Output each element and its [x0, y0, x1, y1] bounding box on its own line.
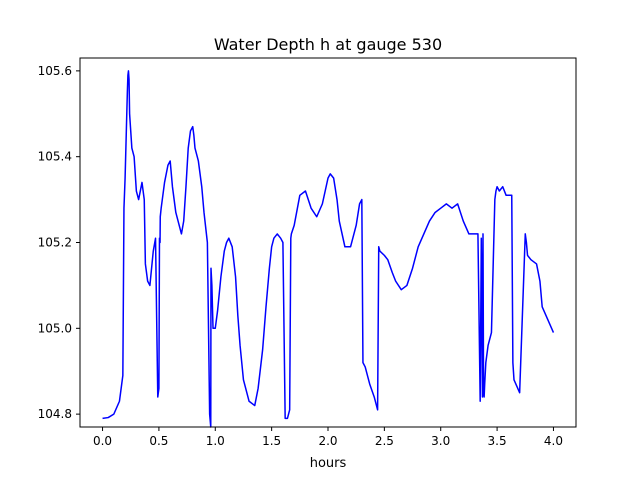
x-axis-label: hours — [310, 456, 347, 471]
x-tick-label: 1.0 — [206, 434, 225, 448]
y-axis: 104.8 105.0 105.2 105.4 105.6 — [38, 64, 80, 421]
series-line — [102, 70, 555, 428]
x-tick-label: 3.5 — [488, 434, 507, 448]
chart-title: Water Depth h at gauge 530 — [214, 35, 442, 54]
y-tick-label: 104.8 — [38, 407, 72, 421]
x-tick-label: 4.0 — [544, 434, 563, 448]
y-tick-label: 105.6 — [38, 64, 72, 78]
x-tick-label: 3.0 — [431, 434, 450, 448]
x-axis: 0.0 0.5 1.0 1.5 2.0 2.5 3.0 3.5 4.0 — [93, 427, 563, 448]
y-tick-label: 105.2 — [38, 236, 72, 250]
x-tick-label: 0.5 — [149, 434, 168, 448]
x-tick-label: 2.5 — [375, 434, 394, 448]
y-tick-label: 105.4 — [38, 150, 72, 164]
plot-area — [102, 70, 555, 428]
x-tick-label: 2.0 — [318, 434, 337, 448]
x-tick-label: 0.0 — [93, 434, 112, 448]
y-tick-label: 105.0 — [38, 321, 72, 335]
x-tick-label: 1.5 — [262, 434, 281, 448]
